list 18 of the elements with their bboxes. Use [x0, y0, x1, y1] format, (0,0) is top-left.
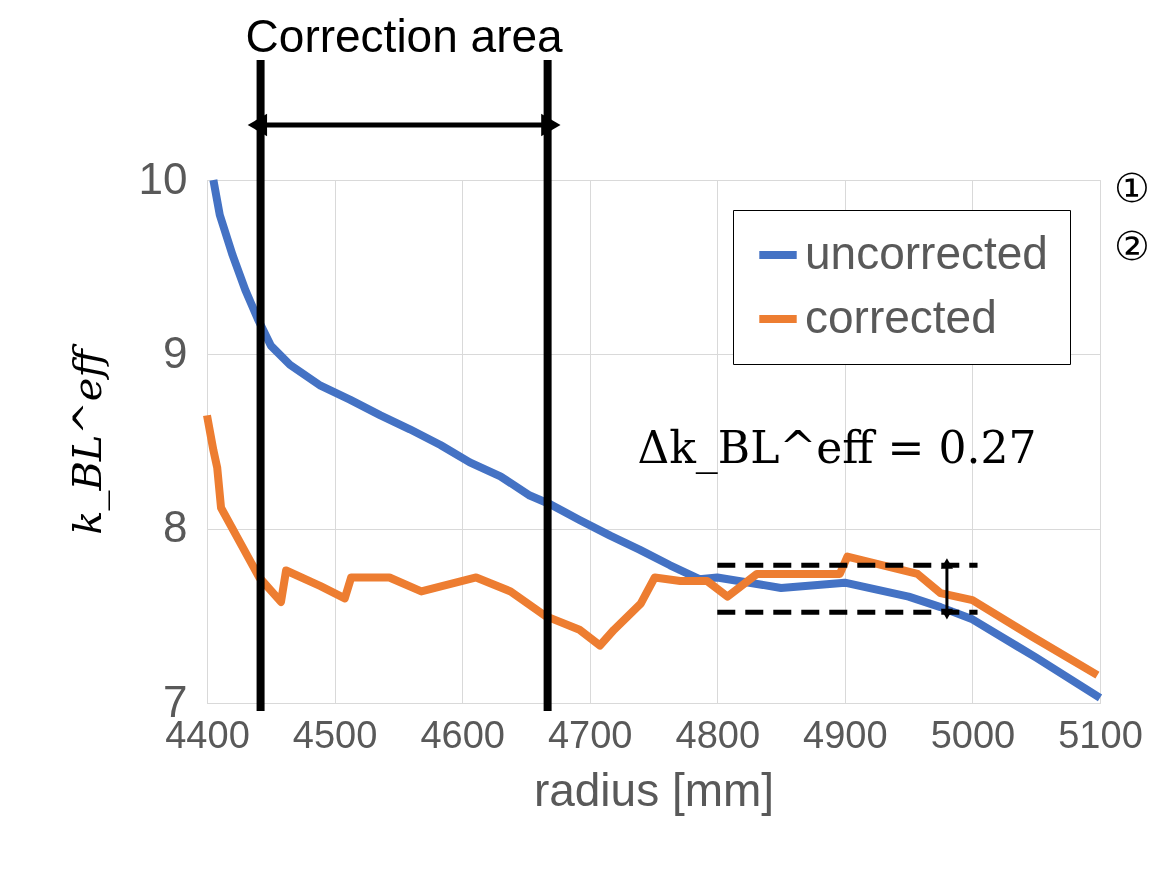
y-tick-label: 8	[163, 502, 188, 552]
y-axis-title: k_BL^eff	[63, 342, 110, 535]
text: ①	[1114, 165, 1150, 211]
y-tick-label: 9	[163, 327, 188, 377]
legend-label: uncorrected	[805, 227, 1048, 279]
x-tick-label: 4800	[675, 713, 761, 756]
annotation: Δk_BL^eff = 0.27	[637, 422, 1037, 475]
text: Correction area	[245, 10, 564, 62]
x-axis-title: radius [mm]	[533, 763, 775, 816]
x-tick-label: 4900	[803, 713, 888, 756]
x-tick-label: 5100	[1058, 713, 1143, 756]
x-tick-label: 4500	[292, 713, 378, 756]
x-tick-label: 5000	[930, 713, 1016, 756]
x-tick-label: 4600	[420, 713, 505, 756]
x-tick-label: 4700	[547, 713, 633, 756]
text: ②	[1114, 223, 1150, 269]
y-tick-label: 10	[138, 153, 188, 203]
legend-label: corrected	[805, 291, 997, 343]
